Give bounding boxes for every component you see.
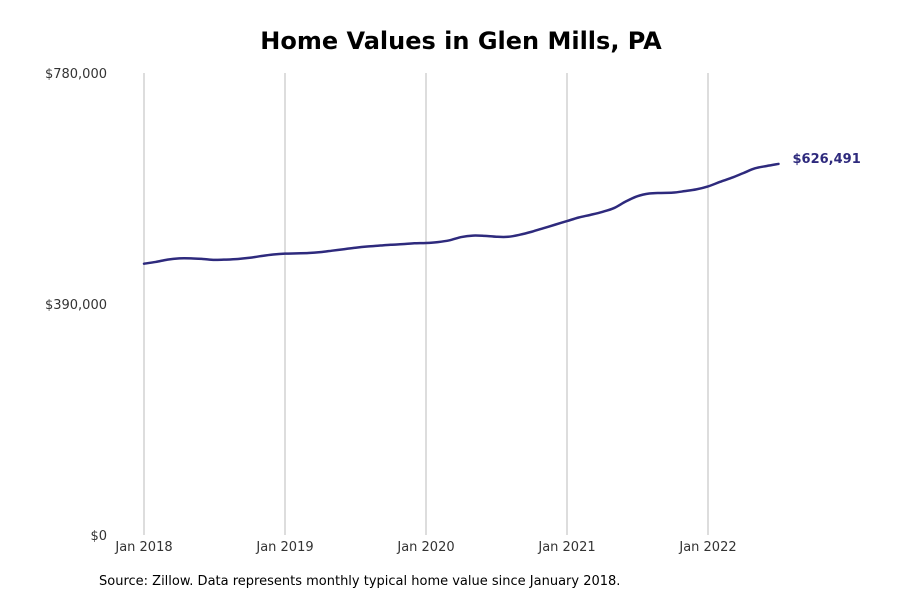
y-tick-label-1: $390,000 [45, 298, 107, 313]
source-note: Source: Zillow. Data represents monthly … [99, 574, 621, 589]
gridlines [143, 73, 709, 535]
x-tick-label-1: Jan 2019 [255, 540, 313, 555]
series-layer [142, 162, 780, 265]
chart-title: Home Values in Glen Mills, PA [260, 27, 662, 55]
x-tick-label-3: Jan 2021 [537, 540, 595, 555]
x-tick-label-0: Jan 2018 [114, 540, 172, 555]
series-line-0 [142, 162, 780, 265]
x-tick-label-2: Jan 2020 [396, 540, 454, 555]
x-tick-label-4: Jan 2022 [678, 540, 736, 555]
annotation-layer: $626,491 [793, 152, 861, 167]
y-tick-label-2: $780,000 [45, 67, 107, 82]
end-value-label: $626,491 [793, 152, 861, 167]
x-axis-tick-labels: Jan 2018 Jan 2019 Jan 2020 Jan 2021 Jan 2022 [114, 540, 736, 555]
y-axis-tick-labels: $0 $390,000 $780,000 [45, 67, 107, 544]
y-tick-label-0: $0 [90, 529, 107, 544]
